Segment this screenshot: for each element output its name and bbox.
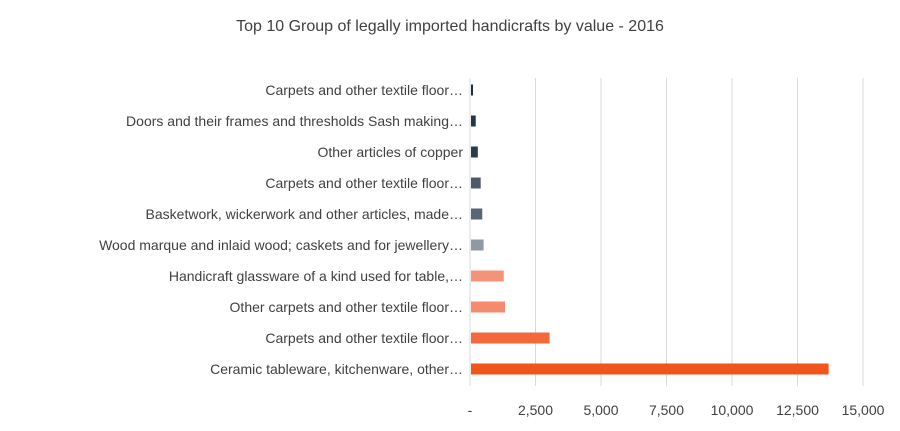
- bar: [471, 146, 478, 158]
- category-label: Carpets and other textile floor…: [265, 175, 463, 191]
- bar: [471, 208, 483, 220]
- x-tick-label: 2,500: [518, 402, 553, 418]
- category-label: Doors and their frames and thresholds Sa…: [126, 113, 463, 129]
- bar: [471, 270, 504, 282]
- bar: [471, 301, 506, 313]
- category-label: Wood marque and inlaid wood; caskets and…: [99, 237, 463, 253]
- x-tick-label: 5,000: [583, 402, 618, 418]
- bar: [471, 363, 829, 375]
- category-label: Basketwork, wickerwork and other article…: [146, 206, 463, 222]
- category-label: Handicraft glassware of a kind used for …: [169, 268, 463, 284]
- x-tick-label: 12,500: [776, 402, 819, 418]
- bar: [471, 115, 476, 127]
- bar: [471, 84, 473, 96]
- bar: [471, 177, 481, 189]
- category-label: Carpets and other textile floor…: [265, 330, 463, 346]
- chart-title: Top 10 Group of legally imported handicr…: [236, 18, 664, 35]
- x-tick-label: 15,000: [842, 402, 885, 418]
- x-tick-label: 10,000: [711, 402, 754, 418]
- category-label: Other articles of copper: [317, 144, 463, 160]
- x-tick-label: 7,500: [649, 402, 684, 418]
- category-label: Other carpets and other textile floor…: [230, 299, 463, 315]
- category-label: Ceramic tableware, kitchenware, other…: [210, 361, 463, 377]
- category-label: Carpets and other textile floor…: [265, 82, 463, 98]
- bar: [471, 332, 550, 344]
- x-tick-label: -: [468, 402, 473, 418]
- bar: [471, 239, 484, 251]
